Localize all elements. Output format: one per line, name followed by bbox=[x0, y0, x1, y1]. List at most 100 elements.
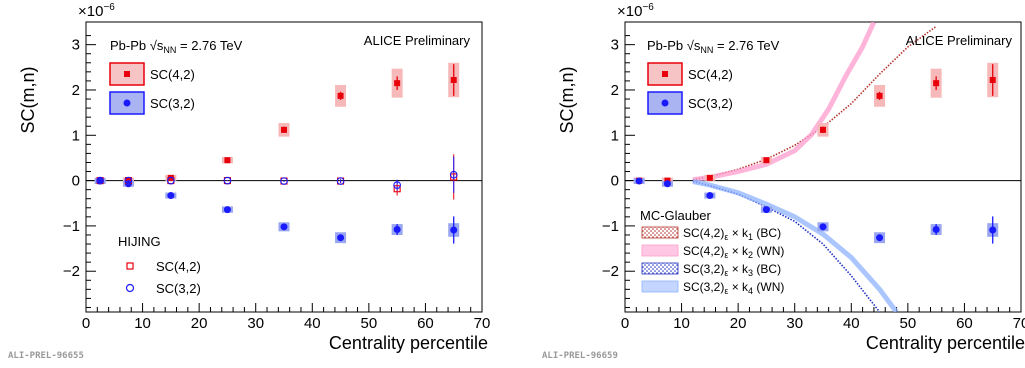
sc42-point bbox=[224, 157, 231, 164]
y-tick-label: 1 bbox=[611, 127, 619, 144]
sc42-point bbox=[281, 126, 287, 133]
legend-hijing-sc42-label: SC(4,2) bbox=[156, 259, 201, 274]
x-tick-label: 50 bbox=[361, 315, 378, 332]
sc32-point bbox=[932, 226, 940, 234]
legend-hijing-sc32-label: SC(3,2) bbox=[156, 281, 201, 296]
sc32-point bbox=[819, 223, 827, 231]
y-axis-title: SC(m,n) bbox=[18, 67, 38, 134]
experiment-label: ALICE Preliminary bbox=[906, 33, 1013, 48]
x-tick-label: 60 bbox=[417, 315, 434, 332]
legend-hijing-sc32-marker bbox=[125, 283, 135, 293]
sc32-point bbox=[989, 226, 997, 234]
sc32-point bbox=[167, 192, 175, 200]
y-tick-label: 3 bbox=[611, 37, 619, 54]
hijing-sc32-point bbox=[96, 176, 104, 185]
exponent-power: −6 bbox=[103, 2, 115, 13]
sc32-point bbox=[706, 192, 714, 200]
legend-sc42-label: SC(4,2) bbox=[150, 67, 195, 82]
sc32-point bbox=[223, 206, 231, 214]
data-points bbox=[635, 77, 997, 242]
preliminary-id: ALI-PREL-96659 bbox=[542, 351, 618, 361]
legend-sc32-marker bbox=[661, 99, 669, 107]
legend-hijing: HIJING SC(4,2) SC(3,2) bbox=[118, 234, 201, 296]
sc32-point bbox=[876, 234, 884, 242]
legend-band-2-swatch bbox=[641, 262, 679, 275]
legend-band-0-label: SC(4,2)ε × k1 (BC) bbox=[683, 226, 781, 242]
sc42-point bbox=[989, 77, 996, 83]
sc42-point bbox=[876, 92, 883, 99]
x-tick-label: 0 bbox=[621, 315, 629, 332]
x-axis-title: Centrality percentile bbox=[329, 333, 488, 353]
hijing-sc42-point bbox=[393, 185, 401, 193]
hijing-sc32-point bbox=[223, 176, 232, 185]
legend-glauber: MC-Glauber SC(4,2)ε × k1 (BC) SC(4,2)ε ×… bbox=[640, 208, 784, 296]
sc42-point bbox=[763, 157, 770, 164]
sc42-point bbox=[706, 174, 713, 181]
x-tick-label: 0 bbox=[82, 315, 90, 332]
x-tick-label: 10 bbox=[673, 315, 690, 332]
y-tick-label: −2 bbox=[63, 263, 80, 280]
left-panel: 0 10 20 30 40 50 60 70 −2 −1 0 1 2 3 ×10−6 SC(m,n) Ce… bbox=[8, 2, 490, 361]
sc32-point bbox=[96, 177, 104, 185]
glauber-title: MC-Glauber bbox=[640, 208, 711, 223]
legend-band-3-swatch bbox=[641, 280, 679, 293]
sc32-point bbox=[337, 234, 345, 242]
x-tick-label: 40 bbox=[304, 315, 321, 332]
model-band-1 bbox=[692, 22, 877, 183]
hijing-sc32-point bbox=[167, 176, 175, 185]
x-axis-title: Centrality percentile bbox=[866, 333, 1025, 353]
legend-data: SC(4,2) SC(3,2) bbox=[647, 62, 733, 115]
hijing-sc32-point bbox=[449, 170, 458, 179]
legend-band-1-swatch bbox=[641, 244, 679, 257]
legend-sc42-label: SC(4,2) bbox=[688, 67, 733, 82]
x-tick-label: 40 bbox=[843, 315, 860, 332]
sc32-point bbox=[393, 226, 401, 234]
y-tick-label: −1 bbox=[63, 218, 80, 235]
legend-sc32-label: SC(3,2) bbox=[150, 96, 195, 111]
plot-frame bbox=[85, 21, 483, 313]
data-points bbox=[96, 77, 458, 242]
exponent-label: ×10−6 bbox=[78, 2, 115, 20]
hijing-sc32-point bbox=[336, 177, 345, 185]
y-tick-label: −2 bbox=[602, 263, 619, 280]
hijing-title: HIJING bbox=[118, 234, 161, 249]
x-tick-label: 10 bbox=[134, 315, 151, 332]
y-tick-label: 2 bbox=[72, 82, 80, 99]
x-tick-label: 50 bbox=[900, 315, 917, 332]
hijing-sc32-point bbox=[280, 177, 288, 185]
y-tick-label: 2 bbox=[611, 82, 619, 99]
hijing-sc32-point bbox=[393, 181, 401, 189]
y-tick-label: 1 bbox=[72, 127, 80, 144]
y-axis-title: SC(m,n) bbox=[557, 67, 577, 134]
sc32-point bbox=[762, 206, 770, 214]
x-tick-label: 30 bbox=[247, 315, 264, 332]
sc42-point bbox=[394, 80, 401, 87]
model-bands bbox=[692, 22, 937, 312]
y-tick-label: −1 bbox=[602, 218, 619, 235]
exponent-power: −6 bbox=[642, 2, 654, 13]
x-tick-label: 30 bbox=[786, 315, 803, 332]
legend-band-2-label: SC(3,2)ε × k3 (BC) bbox=[683, 262, 781, 278]
sc42-point bbox=[820, 126, 826, 133]
legend-sc42-marker bbox=[124, 71, 130, 77]
hijing-sc32-point bbox=[124, 176, 133, 185]
model-band-3 bbox=[692, 179, 899, 312]
legend-band-3-label: SC(3,2)ε × k4 (WN) bbox=[683, 280, 784, 296]
sc32-point bbox=[635, 177, 643, 185]
sc32-point bbox=[663, 180, 671, 188]
y-tick-label: 0 bbox=[611, 173, 619, 190]
legend-sc32-label: SC(3,2) bbox=[688, 96, 733, 111]
x-tick-label: 60 bbox=[956, 315, 973, 332]
x-tick-label: 20 bbox=[191, 315, 208, 332]
experiment-label: ALICE Preliminary bbox=[364, 33, 471, 48]
x-tick-label: 20 bbox=[730, 315, 747, 332]
legend-band-0-swatch bbox=[641, 226, 679, 239]
plot-frame bbox=[624, 21, 1022, 313]
legend-sc42-marker bbox=[662, 71, 668, 77]
sc42-point bbox=[933, 80, 940, 87]
sc32-point bbox=[450, 226, 458, 234]
y-tick-label: 3 bbox=[72, 37, 80, 54]
legend-data: SC(4,2) SC(3,2) bbox=[109, 62, 195, 115]
exponent-label: ×10−6 bbox=[617, 2, 654, 20]
